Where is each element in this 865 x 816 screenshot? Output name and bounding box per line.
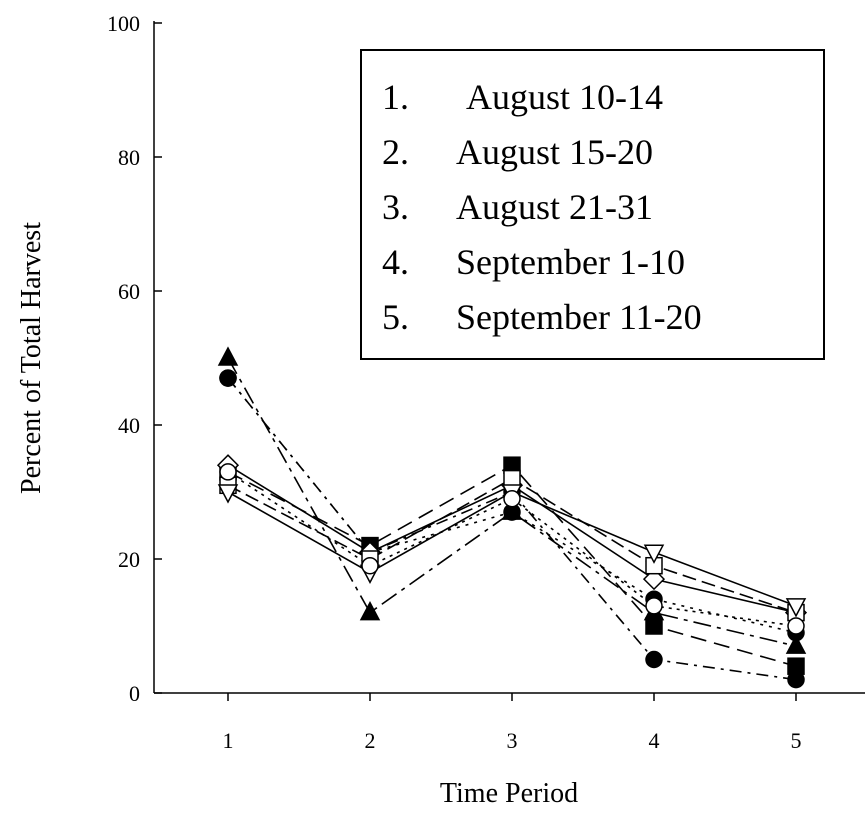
series-line-8 [227,471,797,627]
y-tick-label: 100 [107,11,140,36]
legend-item-label: August 15-20 [456,132,653,172]
data-point-8-3 [503,489,521,508]
x-tick-label: 2 [365,728,376,753]
legend-item-label: September 1-10 [456,242,685,282]
data-point-8-1 [219,463,237,481]
legend-item-number: 4. [382,242,409,282]
series-markers [216,346,808,689]
data-point-1-2 [359,600,381,621]
data-point-1-1 [217,346,239,366]
data-point-4-4 [645,617,663,635]
data-point-7-4 [643,544,665,564]
legend-item-label: September 11-20 [456,297,702,337]
data-point-7-1 [217,484,239,504]
legend-item-number: 1. [382,77,409,117]
y-tick-label: 40 [118,413,140,438]
y-tick-label: 0 [129,681,140,706]
y-tick-label: 80 [118,145,140,170]
series-line-2 [227,377,797,634]
series-line-1 [227,357,797,647]
data-point-3-1 [219,369,237,387]
axes: 0 20 40 60 80 100 1 2 3 4 5 [107,11,865,753]
data-point-8-4 [645,597,663,615]
x-tick-label: 1 [223,728,234,753]
plot-area [216,346,808,689]
legend-item-label: August 10-14 [466,77,663,117]
legend-item-number: 2. [382,132,409,172]
x-axis-title: Time Period [440,778,578,809]
data-point-4-5 [787,657,805,675]
data-point-6-3 [503,469,521,488]
data-point-8-5 [787,617,805,635]
series-line-3 [227,377,797,681]
y-tick-label: 20 [118,547,140,572]
legend-item-label: August 21-31 [456,187,653,227]
x-tick-label: 3 [507,728,518,753]
x-tick-label: 5 [791,728,802,753]
legend-box [360,49,825,360]
data-point-8-2 [361,556,379,575]
y-axis-title: Percent of Total Harvest [16,222,47,494]
x-tick-label: 4 [649,728,660,753]
data-point-7-5 [785,598,807,618]
legend-item-number: 5. [382,297,409,337]
y-tick-label: 60 [118,279,140,304]
data-point-3-4 [645,650,663,669]
legend-item-number: 3. [382,187,409,227]
legend: 1. August 10-14 2. August 15-20 3. August 21-… [360,49,825,360]
data-point-1-5 [785,634,807,654]
